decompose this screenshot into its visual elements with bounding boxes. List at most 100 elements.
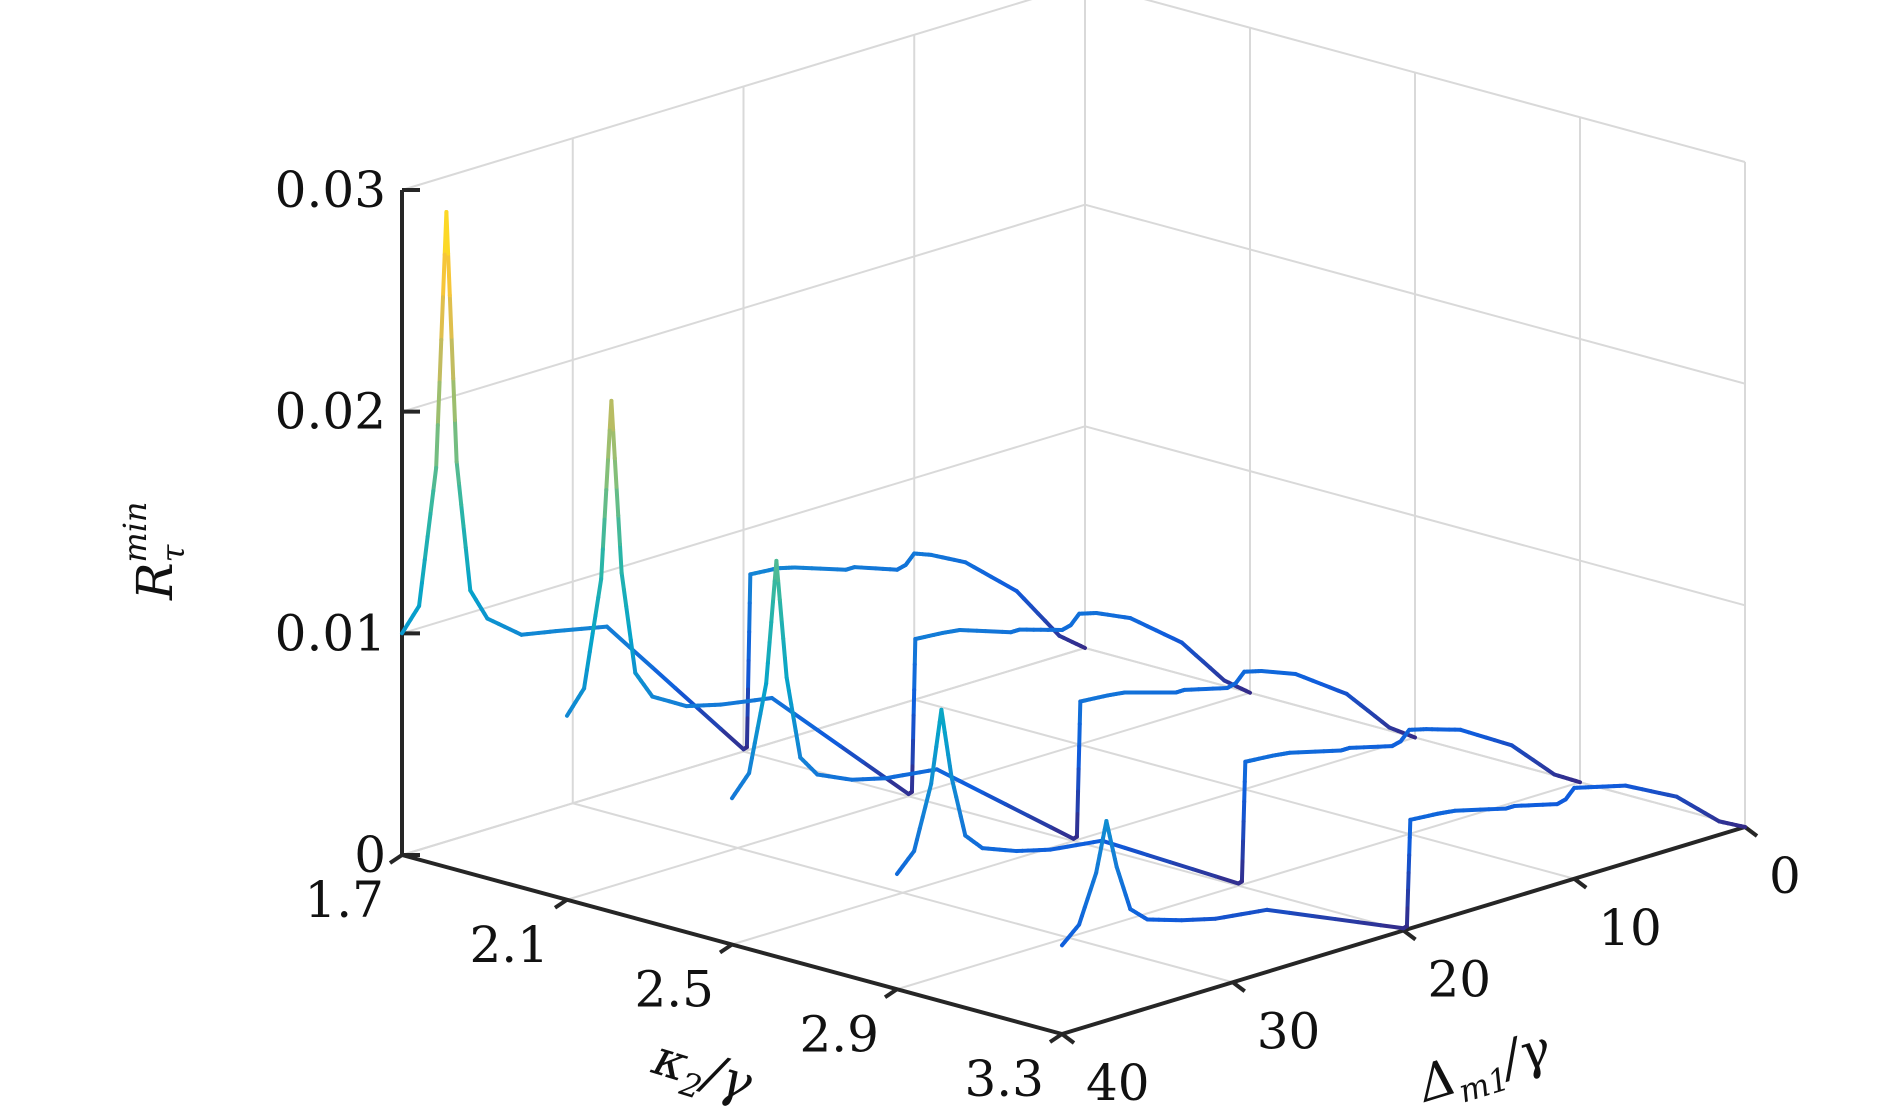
series-line-segment xyxy=(883,776,911,797)
series-line-segment xyxy=(1287,910,1315,918)
series-line-segment xyxy=(935,720,942,737)
series-line-segment xyxy=(425,511,433,539)
series-line-segment xyxy=(781,636,787,661)
series-line-segment xyxy=(466,566,473,593)
back-wall-grid-line xyxy=(401,203,1086,413)
x-tick-label: 2.5 xyxy=(634,961,714,1019)
x-tick xyxy=(553,898,569,910)
side-wall-grid-line xyxy=(1143,0,1746,163)
axis-layer xyxy=(388,188,1759,1045)
y-axis-label: Δm1/γ xyxy=(1410,1019,1559,1111)
series-line-segment xyxy=(1407,835,1412,858)
series-line-segment xyxy=(932,744,939,762)
series-line-segment xyxy=(446,251,452,298)
series-line-segment xyxy=(815,728,843,749)
series-line-segment xyxy=(1242,779,1247,804)
series-line-segment xyxy=(452,418,459,464)
series-line-segment xyxy=(772,558,779,584)
x-tick xyxy=(883,987,899,999)
series-line-segment xyxy=(437,337,444,385)
series-line-segment xyxy=(911,687,917,718)
series-line-segment xyxy=(792,712,820,733)
series-line-segment xyxy=(447,293,454,339)
floor-grid-line xyxy=(572,802,1234,984)
series-line-segment xyxy=(779,617,786,641)
series-line-segment xyxy=(1077,722,1082,749)
series-line-segment xyxy=(422,534,430,562)
series-line-segment xyxy=(628,637,636,659)
z-tick-label: 0.02 xyxy=(275,383,386,441)
series-line-segment xyxy=(1355,920,1383,928)
series-line-segment xyxy=(621,587,629,609)
series-line-segment xyxy=(1076,744,1082,772)
series-line-segment xyxy=(435,380,442,428)
series-line-segment xyxy=(1048,825,1076,841)
x-tick-label: 3.3 xyxy=(964,1050,1044,1108)
series-line-segment xyxy=(957,778,985,795)
series-line-segment xyxy=(730,792,737,801)
series-line-segment xyxy=(565,709,572,718)
series-line-segment xyxy=(590,613,598,636)
series-line-segment xyxy=(860,760,888,781)
series-line-segment xyxy=(449,334,456,381)
series-line-segment xyxy=(600,517,607,552)
x-tick xyxy=(718,942,734,955)
series-line-segment xyxy=(784,675,791,693)
series-line-segment xyxy=(744,716,750,750)
series-line-segment xyxy=(650,665,678,690)
series-line-segment xyxy=(746,629,752,663)
series-line-segment xyxy=(770,579,777,604)
y-tick xyxy=(1231,980,1246,993)
series-line-segment xyxy=(789,702,796,720)
series-line-segment xyxy=(463,545,471,571)
y-tick xyxy=(1060,1032,1076,1045)
series-line-segment xyxy=(582,668,589,691)
series-line-segment xyxy=(929,769,935,786)
curve-layer xyxy=(400,210,1747,948)
series-line-segment xyxy=(749,741,757,761)
series-line-segment xyxy=(786,688,794,707)
z-tick-label: 0.01 xyxy=(275,604,386,662)
back-wall-grid-line xyxy=(401,425,1086,635)
series-line-segment xyxy=(1333,917,1360,925)
y-tick xyxy=(1573,877,1588,890)
series-line-segment xyxy=(1190,867,1218,879)
series-line-segment xyxy=(1122,845,1150,857)
y-tick xyxy=(1402,928,1417,942)
series-line-segment xyxy=(747,572,753,606)
series-line-segment xyxy=(461,524,468,550)
series-line-segment xyxy=(451,376,457,423)
series-line-segment xyxy=(758,696,766,716)
series-line-segment xyxy=(1241,799,1247,824)
series-line-segment xyxy=(1003,802,1030,818)
back-wall-grid-line xyxy=(401,647,1086,856)
x-tick-label: 2.1 xyxy=(469,916,549,974)
x-tick-label: 2.9 xyxy=(799,1005,879,1063)
x-axis-label: κ2/γ xyxy=(643,1028,759,1111)
series-line-segment xyxy=(764,661,770,686)
series-line-segment xyxy=(934,732,940,749)
series-line-segment xyxy=(607,398,614,433)
series-line-segment xyxy=(745,687,751,721)
series-line-segment xyxy=(419,557,427,585)
series-line-segment xyxy=(1075,789,1081,817)
y-tick-label: 40 xyxy=(1086,1054,1150,1111)
x-tick-label: 1.7 xyxy=(304,871,384,929)
series-line-segment xyxy=(626,620,633,642)
y-tick-label: 10 xyxy=(1598,899,1662,957)
series-line-segment xyxy=(612,456,619,489)
series-line-segment xyxy=(895,868,902,876)
x-tick xyxy=(1048,1032,1064,1044)
series-line-segment xyxy=(599,547,605,582)
series-line-segment xyxy=(912,637,918,667)
series-line-segment xyxy=(442,210,449,257)
series-line-segment xyxy=(1406,853,1412,875)
series-line-segment xyxy=(776,578,782,602)
series-line-segment xyxy=(930,757,937,774)
series-line-segment xyxy=(439,295,445,342)
series-line-segment xyxy=(755,711,763,731)
series-line-segment xyxy=(791,715,798,733)
series-line-segment xyxy=(937,707,944,725)
series-line-segment xyxy=(769,599,775,625)
